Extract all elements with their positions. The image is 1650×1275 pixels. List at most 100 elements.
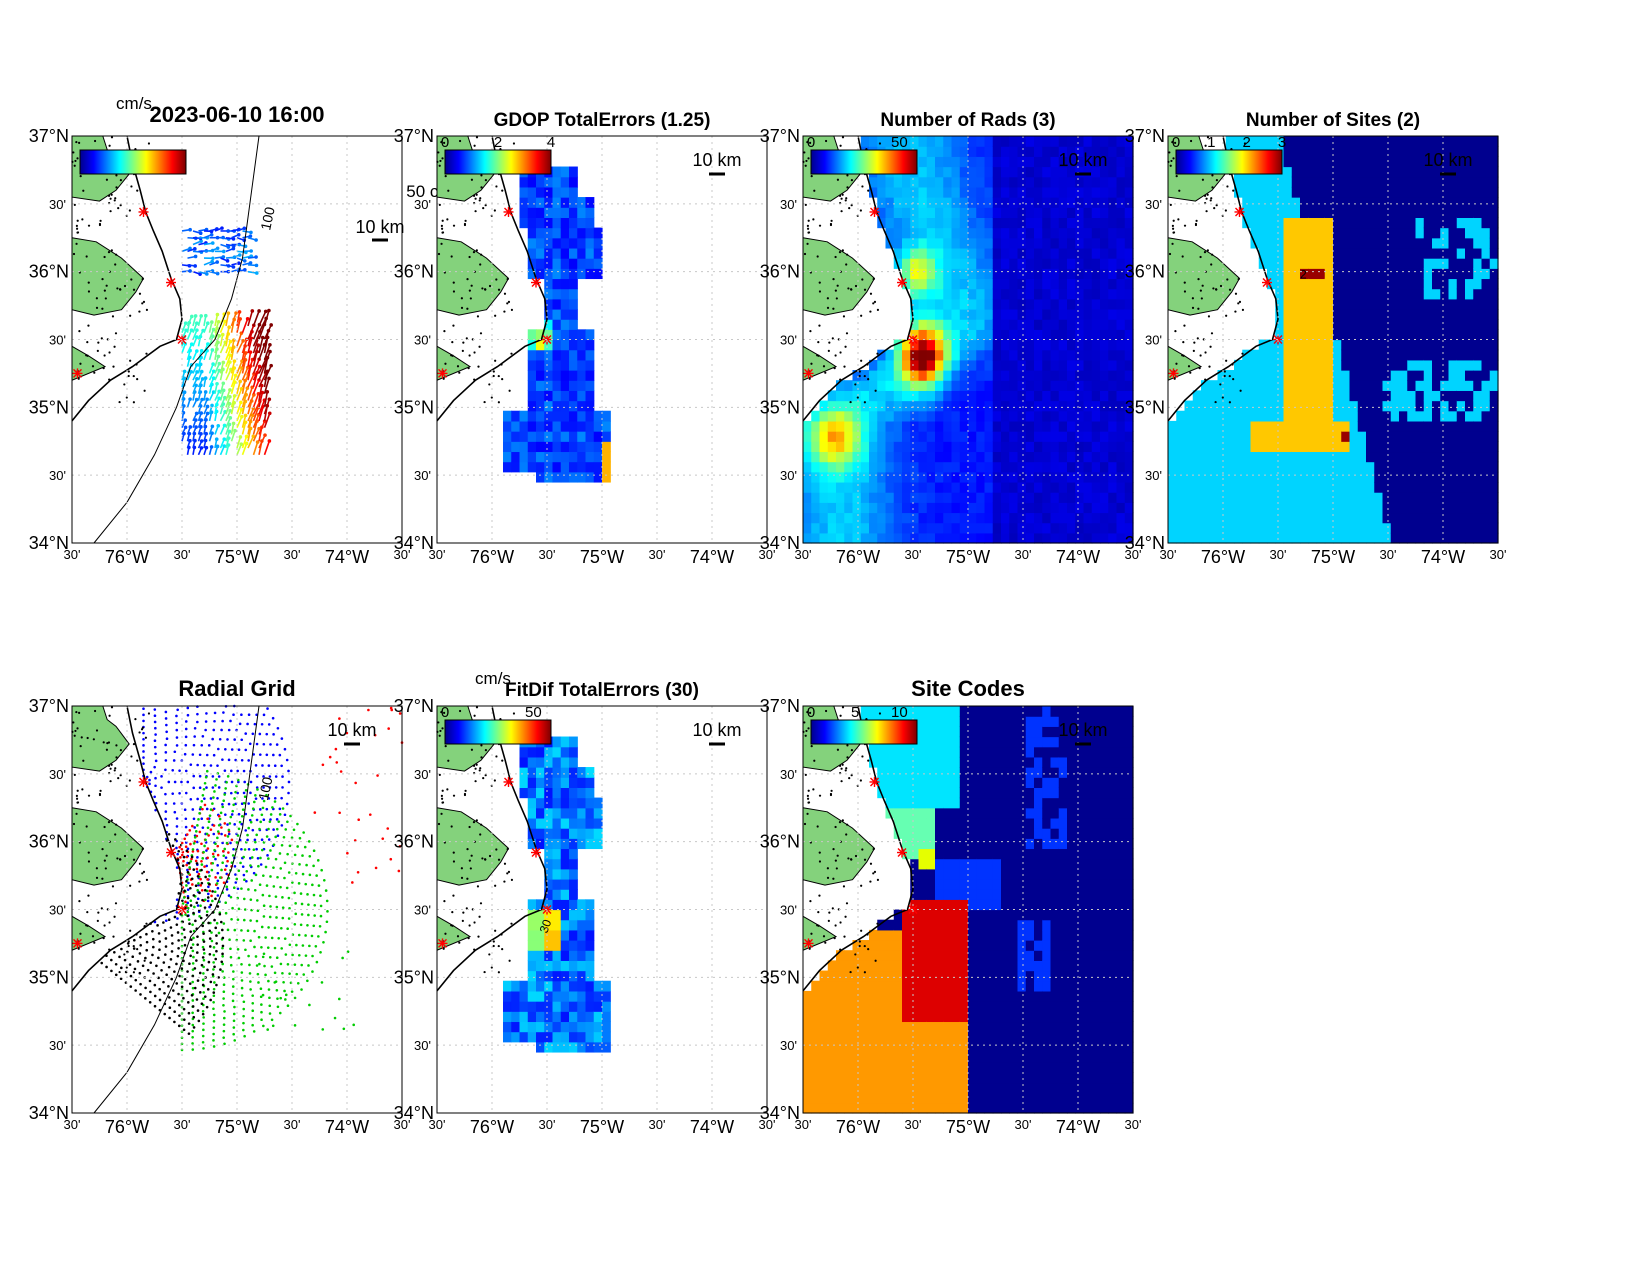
sites-cell	[1448, 329, 1458, 341]
sites-cell	[1209, 431, 1219, 442]
rads-cell	[943, 349, 953, 361]
coast-detail-dot	[845, 263, 848, 266]
rads-cell	[984, 512, 994, 524]
plot-area: 100	[71, 135, 402, 544]
sites-cell	[1291, 339, 1301, 351]
coast-detail-dot	[1199, 354, 1202, 357]
sites-cell	[1258, 481, 1268, 493]
coast-detail-dot	[1182, 341, 1185, 344]
coast-detail-dot	[859, 209, 862, 212]
velocity-vector-head	[205, 404, 210, 409]
rads-cell	[951, 288, 961, 300]
sites-cell	[1291, 319, 1301, 330]
sites-cell	[1448, 217, 1458, 229]
sites-cell	[1217, 532, 1227, 544]
rads-cell	[1124, 471, 1134, 483]
sites-cell	[1225, 522, 1235, 534]
axes-frame	[71, 135, 403, 544]
sites-cell	[1407, 186, 1417, 198]
error-cell	[552, 207, 562, 218]
rads-cell	[968, 278, 977, 290]
error-cell	[527, 390, 537, 402]
coast-detail-dot	[128, 209, 131, 212]
sites-cell	[1432, 502, 1441, 514]
sites-cell	[1382, 278, 1392, 290]
coast-detail-dot	[497, 288, 501, 291]
sites-cell	[1465, 390, 1474, 402]
sites-cell	[1489, 492, 1499, 503]
rads-cell	[943, 339, 953, 351]
colorbar-swatch	[173, 150, 175, 174]
colorbar-tick-label: 2	[1242, 134, 1250, 151]
lon-minor-tick-label: 30'	[1160, 547, 1177, 562]
velocity-vector-head	[188, 438, 192, 443]
error-cell	[536, 329, 545, 341]
rads-cell	[918, 166, 928, 178]
rads-cell	[1116, 156, 1126, 168]
sites-cell	[1374, 481, 1384, 493]
error-cell	[552, 410, 562, 422]
sites-cell	[1308, 481, 1318, 493]
rads-cell	[902, 359, 911, 371]
sites-cell	[1324, 502, 1334, 514]
rads-cell	[1108, 237, 1118, 249]
rads-cell	[1042, 410, 1052, 422]
coast-detail-dot	[466, 278, 469, 281]
radial-grid-point	[184, 791, 188, 795]
sites-cell	[1291, 146, 1301, 157]
velocity-vector-head	[232, 359, 237, 363]
sites-cell	[1300, 502, 1309, 514]
sites-cell	[1250, 420, 1260, 432]
rads-cell	[1124, 481, 1134, 493]
rads-cell	[935, 288, 944, 300]
rads-cell	[1001, 288, 1010, 300]
rads-cell	[1058, 207, 1068, 218]
sites-cell	[1316, 247, 1326, 259]
colorbar-swatch	[179, 150, 181, 174]
sites-cell	[1225, 512, 1235, 524]
radial-grid-point	[153, 765, 156, 769]
coast-detail-dot	[72, 151, 75, 154]
sites-cell	[1291, 227, 1301, 239]
rads-cell	[860, 471, 870, 483]
velocity-vector-head	[198, 231, 203, 235]
velocity-vector-head	[228, 339, 233, 344]
rads-cell	[1116, 461, 1126, 473]
rads-cell	[1025, 136, 1035, 147]
error-cell	[585, 349, 595, 361]
site-marker	[166, 277, 176, 288]
velocity-vector-head	[216, 423, 221, 428]
rads-cell	[1017, 451, 1027, 463]
radial-grid-point	[212, 753, 216, 757]
rads-cell	[943, 176, 953, 188]
error-cell	[527, 370, 537, 381]
sites-cell	[1374, 136, 1384, 147]
error-cell	[552, 370, 562, 381]
rads-cell	[935, 380, 944, 391]
site-marker	[531, 277, 541, 288]
sites-cell	[1209, 502, 1219, 514]
rads-cell	[836, 461, 845, 473]
sites-cell	[1316, 217, 1326, 229]
coast-detail-dot	[478, 199, 481, 202]
sites-cell	[1473, 308, 1483, 320]
rads-cell	[885, 400, 895, 412]
rads-cell	[844, 492, 854, 503]
rads-cell	[1017, 502, 1027, 514]
coast-detail-dot	[142, 300, 146, 303]
sites-cell	[1333, 166, 1342, 178]
velocity-vector	[214, 314, 219, 327]
sites-cell	[1465, 237, 1474, 249]
rads-cell	[1083, 400, 1093, 412]
sites-cell	[1399, 451, 1408, 463]
rads-cell	[1124, 420, 1134, 432]
velocity-vector-head	[237, 253, 242, 257]
sites-cell	[1283, 471, 1293, 483]
lon-minor-tick-label: 30'	[174, 547, 191, 562]
rads-cell	[976, 380, 986, 391]
lon-tick-label: 75°W	[946, 547, 990, 567]
sites-cell	[1349, 471, 1359, 483]
velocity-vector-head	[205, 397, 209, 402]
rads-cell	[877, 410, 887, 422]
rads-cell	[1034, 288, 1043, 300]
